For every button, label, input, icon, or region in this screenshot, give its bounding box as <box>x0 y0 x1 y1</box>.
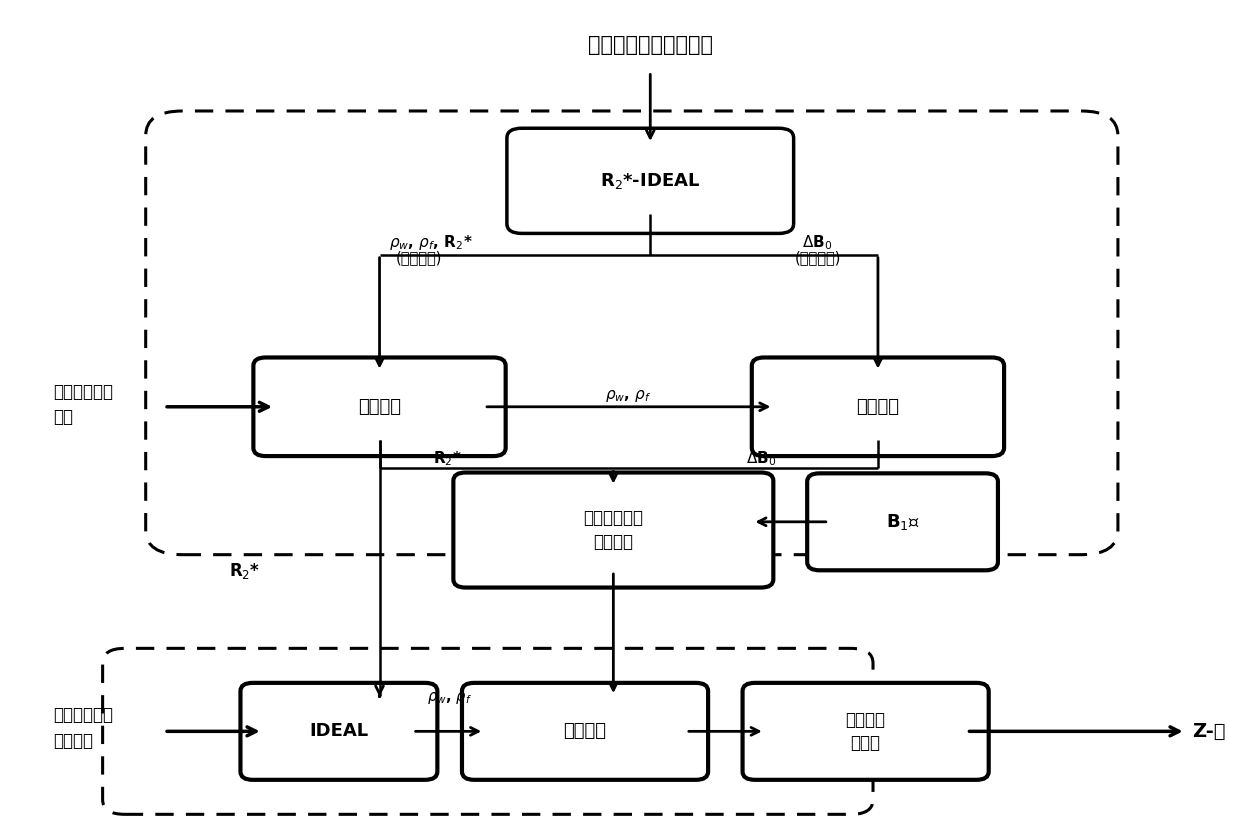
Text: $\Delta$B$_0$: $\Delta$B$_0$ <box>802 233 831 251</box>
FancyBboxPatch shape <box>462 683 709 780</box>
Text: 的复值图: 的复值图 <box>53 732 93 750</box>
Text: (粗略估值): (粗略估值) <box>794 250 840 265</box>
Text: B$_1$场: B$_1$场 <box>886 512 919 532</box>
Text: 复值拟合: 复值拟合 <box>856 398 900 416</box>
Text: R$_2$*: R$_2$* <box>432 449 462 468</box>
FancyBboxPatch shape <box>254 358 506 456</box>
FancyBboxPatch shape <box>240 683 437 780</box>
Text: 场不匀一
性矫正: 场不匀一 性矫正 <box>846 710 886 752</box>
Text: Z-谱: Z-谱 <box>1192 722 1225 741</box>
FancyBboxPatch shape <box>742 683 989 780</box>
Text: 更新脂肪峰的
相对幅值: 更新脂肪峰的 相对幅值 <box>584 510 643 551</box>
Text: IDEAL: IDEAL <box>310 722 368 740</box>
Text: $\rho_w$, $\rho_f$, R$_2$*: $\rho_w$, $\rho_f$, R$_2$* <box>389 233 473 252</box>
Text: $\rho_w$, $\rho_f$: $\rho_w$, $\rho_f$ <box>605 388 652 404</box>
Text: 饱和标记扫描: 饱和标记扫描 <box>53 706 114 724</box>
Text: R$_2$*-IDEAL: R$_2$*-IDEAL <box>600 171 700 191</box>
Text: 值图: 值图 <box>53 408 73 426</box>
Text: (粗略估值): (粗略估值) <box>395 250 442 265</box>
Text: 参考扫描的复: 参考扫描的复 <box>53 383 114 401</box>
Text: $\rho_w$, $\rho_f$: $\rho_w$, $\rho_f$ <box>427 691 472 706</box>
Text: 原始脂肪峰的相对幅值: 原始脂肪峰的相对幅值 <box>587 35 712 56</box>
FancyBboxPatch shape <box>752 358 1004 456</box>
FancyBboxPatch shape <box>807 473 997 570</box>
FancyBboxPatch shape <box>453 472 773 588</box>
Text: 模值拟合: 模值拟合 <box>564 722 607 740</box>
Text: R$_2$*: R$_2$* <box>228 561 260 581</box>
Text: 模值拟合: 模值拟合 <box>358 398 401 416</box>
Text: $\Delta$B$_0$: $\Delta$B$_0$ <box>746 449 776 468</box>
FancyBboxPatch shape <box>507 129 794 233</box>
